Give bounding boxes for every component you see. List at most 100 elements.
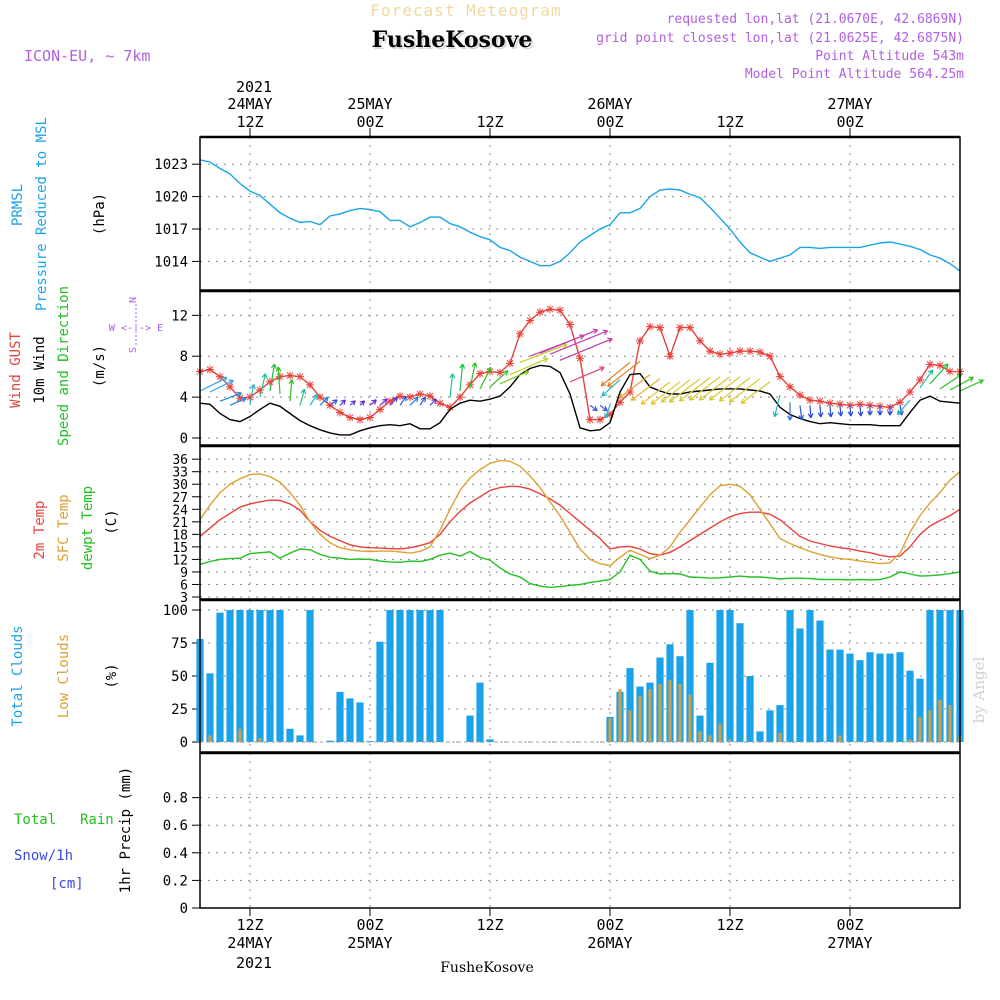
gust-point bbox=[826, 399, 834, 408]
gust-point bbox=[756, 348, 764, 357]
precip-grid bbox=[200, 753, 960, 909]
wind-arrow bbox=[249, 384, 256, 405]
label-cm: [cm] bbox=[50, 876, 84, 892]
top-time-label: 12Z bbox=[476, 113, 503, 131]
bottom-time-label: 12Z bbox=[476, 916, 503, 934]
total-cloud-bar bbox=[886, 653, 894, 742]
pressure-ytick-label: 1020 bbox=[154, 190, 188, 206]
total-cloud-bar bbox=[626, 668, 634, 742]
wind-arrow bbox=[618, 374, 651, 399]
10m-wind-line bbox=[199, 364, 961, 436]
gust-point bbox=[816, 397, 824, 406]
gust-point bbox=[396, 392, 404, 401]
gust-point bbox=[476, 369, 484, 378]
top-time-label: 00Z bbox=[596, 113, 623, 131]
total-cloud-bar bbox=[356, 702, 364, 742]
requested-coords: requested lon,lat (21.0670E, 42.6869N) bbox=[667, 12, 964, 27]
wind-arrow bbox=[509, 357, 549, 376]
low-cloud-bar bbox=[698, 731, 702, 742]
gust-point bbox=[896, 398, 904, 407]
pressure-ytick-label: 1023 bbox=[154, 157, 188, 173]
wind-gust-line bbox=[199, 308, 960, 421]
total-cloud-bar bbox=[246, 610, 254, 742]
label-gust: Wind GUST bbox=[8, 332, 24, 408]
gust-point bbox=[566, 320, 574, 329]
credit: by Angel bbox=[970, 656, 988, 723]
gust-point bbox=[946, 367, 954, 376]
wind-arrow bbox=[929, 363, 949, 385]
wind-arrow bbox=[409, 396, 419, 406]
total-cloud-bar bbox=[406, 610, 414, 742]
top-time-label: 12Z bbox=[716, 113, 743, 131]
gust-point bbox=[536, 308, 544, 317]
gust-point bbox=[516, 329, 524, 338]
label-c: (C) bbox=[104, 509, 120, 534]
total-cloud-bar bbox=[336, 691, 344, 742]
low-cloud-bar bbox=[708, 735, 712, 742]
label-dir: Speed and Direction bbox=[56, 286, 72, 446]
top-time-label: 12Z bbox=[236, 113, 263, 131]
compass-icon: N W <-|-> E S bbox=[109, 297, 163, 353]
low-cloud-bar bbox=[658, 683, 662, 742]
low-cloud-bar bbox=[258, 738, 262, 742]
low-cloud-bar bbox=[238, 728, 242, 742]
temp-ytick-label: 24 bbox=[172, 503, 188, 518]
top-date-label: 27MAY bbox=[827, 95, 872, 113]
wind-arrows bbox=[199, 328, 984, 421]
total-cloud-bar bbox=[286, 728, 294, 742]
precip-panel: 0 0.2 0.4 0.6 0.8 bbox=[163, 751, 961, 917]
wind-arrow bbox=[718, 377, 751, 402]
gust-point bbox=[456, 393, 464, 402]
wind-arrow bbox=[678, 377, 711, 402]
wind-arrow bbox=[309, 393, 318, 406]
gust-point bbox=[636, 336, 644, 345]
wind-arrow bbox=[369, 399, 377, 406]
gust-point bbox=[856, 400, 864, 409]
wind-arrow bbox=[319, 396, 329, 406]
gust-point bbox=[296, 372, 304, 381]
gust-point bbox=[586, 415, 594, 424]
low-cloud-bar bbox=[908, 739, 912, 742]
total-cloud-bar bbox=[836, 649, 844, 742]
wind-arrow bbox=[419, 396, 426, 406]
gust-point bbox=[846, 401, 854, 410]
low-cloud-bar bbox=[638, 695, 642, 742]
wind-arrow bbox=[469, 362, 478, 389]
wind-arrow bbox=[269, 363, 277, 392]
precip-ytick-label: 0.4 bbox=[163, 846, 188, 862]
wind-grid bbox=[200, 291, 960, 445]
total-cloud-bar bbox=[256, 610, 264, 742]
chart-title: Forecast Meteogram bbox=[370, 1, 561, 20]
low-cloud-bar bbox=[778, 732, 782, 742]
wind-arrow bbox=[479, 366, 492, 390]
wind-arrow bbox=[288, 379, 295, 402]
wind-arrow bbox=[599, 404, 608, 412]
label-wind: 10m Wind bbox=[32, 336, 48, 403]
total-cloud-bar bbox=[296, 735, 304, 742]
temp-ytick-label: 12 bbox=[172, 553, 188, 568]
gust-point bbox=[486, 367, 494, 376]
footer-location: FusheKosove bbox=[440, 960, 534, 976]
gust-point bbox=[866, 401, 874, 410]
gust-point bbox=[206, 365, 214, 374]
total-cloud-bar bbox=[726, 610, 734, 742]
wind-arrow bbox=[229, 397, 247, 406]
wind-arrow bbox=[650, 381, 681, 405]
total-cloud-bar bbox=[396, 610, 404, 742]
wind-arrow bbox=[275, 366, 282, 395]
low-cloud-bar bbox=[688, 694, 692, 742]
label-precip: 1hr Precip (mm) bbox=[118, 767, 134, 893]
wind-ytick-label: 8 bbox=[180, 349, 188, 365]
total-cloud-bar bbox=[416, 610, 424, 742]
gust-point bbox=[406, 393, 414, 402]
total-cloud-bar bbox=[426, 610, 434, 742]
bottom-time-label: 00Z bbox=[356, 916, 383, 934]
gust-point bbox=[216, 372, 224, 381]
total-cloud-bar bbox=[266, 610, 274, 742]
wind-arrow bbox=[569, 366, 605, 383]
total-cloud-bar bbox=[816, 620, 824, 742]
wind-arrow bbox=[847, 405, 854, 417]
wind-arrow bbox=[339, 399, 346, 406]
temp-ytick-label: 27 bbox=[172, 491, 188, 506]
gust-point bbox=[646, 322, 654, 331]
